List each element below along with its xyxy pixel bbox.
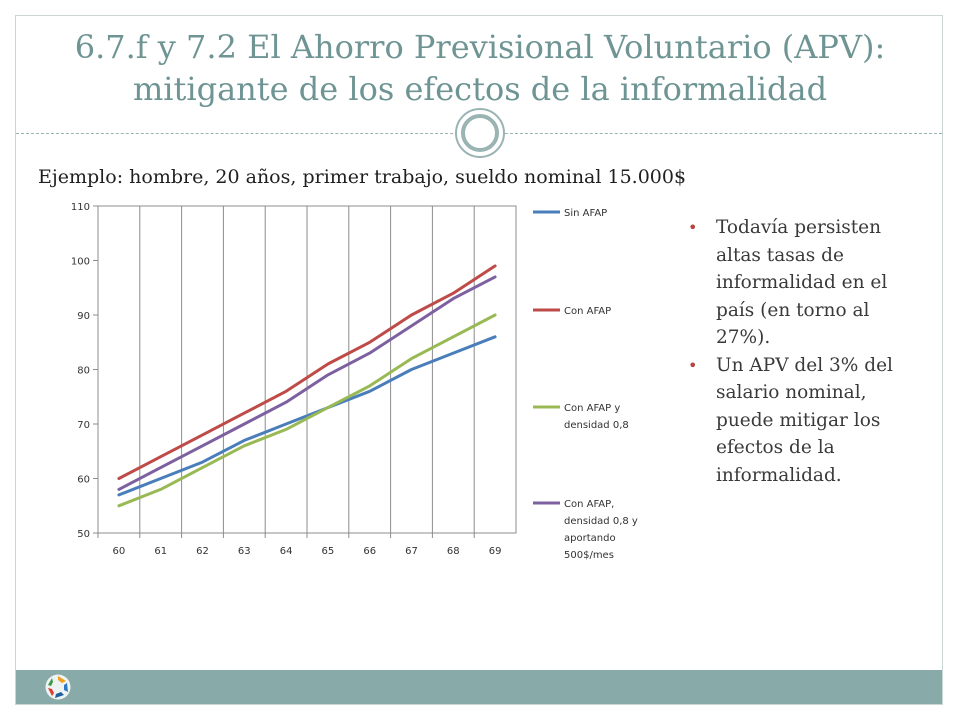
bullet-icon: • (688, 355, 698, 375)
bullet-text: Un APV del 3% del salario nominal, puede… (716, 354, 893, 486)
slide-title-line-1: 6.7.f y 7.2 El Ahorro Previsional Volunt… (74, 28, 886, 66)
x-tick-label: 65 (322, 546, 335, 557)
x-tick-label: 60 (113, 546, 126, 557)
legend-label: aportando (564, 533, 616, 544)
y-tick-label: 90 (77, 311, 90, 322)
x-tick-label: 66 (363, 546, 376, 557)
y-tick-label: 60 (77, 475, 90, 486)
bullet-text: Todavía persisten altas tasas de informa… (716, 217, 888, 348)
legend-label: Con AFAP y (564, 403, 620, 414)
x-tick-label: 68 (447, 546, 460, 557)
bullet-item-informality: • Todavía persisten altas tasas de infor… (688, 214, 920, 352)
legend-label: Con AFAP, (564, 499, 614, 510)
x-tick-label: 61 (154, 546, 167, 557)
y-tick-label: 70 (77, 420, 90, 431)
bullet-item-apv: • Un APV del 3% del salario nominal, pue… (688, 352, 920, 490)
bullet-list: • Todavía persisten altas tasas de infor… (688, 214, 920, 489)
series-line-3 (117, 313, 497, 508)
x-tick-label: 63 (238, 546, 251, 557)
legend-label: densidad 0,8 y (564, 516, 638, 527)
x-tick-label: 69 (489, 546, 502, 557)
recycle-logo-icon (45, 674, 71, 700)
series-line-1 (117, 335, 497, 497)
slide-title-line-2: mitigante de los efectos de la informali… (132, 70, 828, 108)
series-line-4 (117, 275, 497, 491)
example-subtitle: Ejemplo: hombre, 20 años, primer trabajo… (38, 166, 687, 188)
footer-bar (16, 670, 942, 704)
legend-label: densidad 0,8 (564, 420, 629, 431)
x-tick-label: 62 (196, 546, 209, 557)
series-line-2 (117, 264, 497, 480)
bullet-icon: • (688, 218, 698, 237)
legend-label: Sin AFAP (564, 208, 607, 219)
slide-title: 6.7.f y 7.2 El Ahorro Previsional Volunt… (20, 26, 940, 110)
slide-frame (15, 15, 943, 705)
y-tick-label: 50 (77, 529, 90, 540)
x-tick-label: 64 (280, 546, 293, 557)
y-tick-label: 100 (71, 257, 90, 268)
divider-ring-icon (461, 114, 499, 152)
y-tick-label: 110 (71, 202, 90, 213)
legend-label: Con AFAP (564, 306, 611, 317)
x-tick-label: 67 (405, 546, 418, 557)
legend-label: 500$/mes (564, 550, 614, 561)
y-tick-label: 80 (77, 366, 90, 377)
